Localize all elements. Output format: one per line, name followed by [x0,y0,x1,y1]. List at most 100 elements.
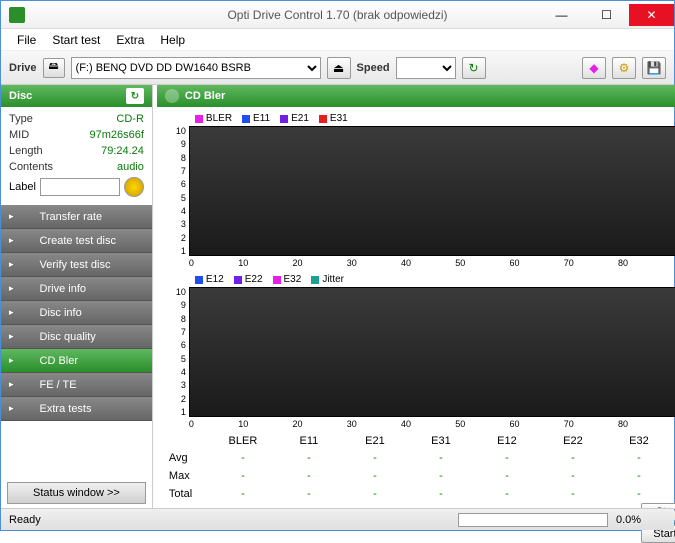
stats-cell: - [225,452,261,464]
stats-header: E32 [621,435,657,447]
disc-length-value: 79:24.24 [101,145,144,157]
stats-total-label: Total [165,488,225,500]
stats-cell: - [555,452,591,464]
nav-item-verify-test-disc[interactable]: ▸Verify test disc [1,253,152,277]
maximize-button[interactable]: ☐ [584,4,629,26]
nav-item-drive-info[interactable]: ▸Drive info [1,277,152,301]
progress-percent: 0.0% [616,514,666,526]
minimize-button[interactable]: — [539,4,584,26]
chart-top-plot [189,126,675,256]
drive-select[interactable]: (F:) BENQ DVD DD DW1640 BSRB [71,57,321,79]
stats-cell: - [621,452,657,464]
speed-label: Speed [357,62,390,74]
chart-top: BLERE11E21E31 10987654321 48403224168 01… [165,111,675,268]
stats-cell: - [489,452,525,464]
stats-cell: - [489,470,525,482]
nav: ▸Transfer rate▸Create test disc▸Verify t… [1,205,152,478]
stats-cell: - [423,470,459,482]
stats-cell: - [357,470,393,482]
settings-button[interactable]: ⚙ [612,57,636,79]
stats-cell: - [555,470,591,482]
chart-bottom-plot [189,287,675,417]
nav-item-extra-tests[interactable]: ▸Extra tests [1,397,152,421]
nav-item-disc-quality[interactable]: ▸Disc quality [1,325,152,349]
stats-cell: - [555,488,591,500]
stats-table: BLERE11E21E31E12E22E32Jitter Avg--------… [165,435,675,503]
disc-length-label: Length [9,145,43,157]
stats-header: E21 [357,435,393,447]
stats-cell: - [291,488,327,500]
disc-info: TypeCD-R MID97m26s66f Length79:24.24 Con… [1,107,152,201]
disc-type-label: Type [9,113,33,125]
drive-label: Drive [9,62,37,74]
stats-header: E11 [291,435,327,447]
nav-item-create-test-disc[interactable]: ▸Create test disc [1,229,152,253]
legend-item: E21 [280,113,309,124]
main-header: CD Bler [157,85,675,107]
stats-cell: - [423,488,459,500]
sidebar: Disc ↻ TypeCD-R MID97m26s66f Length79:24… [1,85,153,508]
disc-panel-header: Disc ↻ [1,85,152,107]
stats-max-label: Max [165,470,225,482]
toolbar: Drive 🖴 (F:) BENQ DVD DD DW1640 BSRB ⏏ S… [1,51,674,85]
stats-cell: - [357,488,393,500]
stats-avg-label: Avg [165,452,225,464]
disc-type-value: CD-R [116,113,144,125]
stats-header: E31 [423,435,459,447]
legend-item: E22 [234,274,263,285]
legend-item: BLER [195,113,232,124]
eject-button[interactable]: ⏏ [327,57,351,79]
disc-header-label: Disc [9,90,32,102]
refresh-speed-button[interactable]: ↻ [462,57,486,79]
menu-extra[interactable]: Extra [108,33,152,47]
stats-cell: - [291,470,327,482]
disc-label-input[interactable] [40,178,120,196]
nav-item-disc-info[interactable]: ▸Disc info [1,301,152,325]
disc-contents-label: Contents [9,161,53,173]
nav-item-transfer-rate[interactable]: ▸Transfer rate [1,205,152,229]
legend-item: E12 [195,274,224,285]
main-title: CD Bler [185,90,225,102]
statusbar: Ready 0.0% [1,508,674,530]
disc-mid-label: MID [9,129,29,141]
legend-item: E31 [319,113,348,124]
chart-bottom: E12E22E32Jitter 10987654321 010203040506… [165,272,675,429]
stats-cell: - [423,452,459,464]
menu-start-test[interactable]: Start test [44,33,108,47]
disc-label-label: Label [9,181,36,193]
legend-item: E11 [242,113,270,124]
stats-cell: - [225,470,261,482]
erase-button[interactable]: ◆ [582,57,606,79]
stats-cell: - [225,488,261,500]
legend-item: Jitter [311,274,344,285]
stats-cell: - [291,452,327,464]
window-controls: — ☐ ✕ [539,4,674,26]
write-label-button[interactable] [124,177,144,197]
stats-cell: - [357,452,393,464]
nav-item-cd-bler[interactable]: ▸CD Bler [1,349,152,373]
disc-contents-value: audio [117,161,144,173]
legend-item: E32 [273,274,302,285]
stats-cell: - [489,488,525,500]
progress-bar [458,513,608,527]
drive-icon: 🖴 [43,58,65,78]
close-button[interactable]: ✕ [629,4,674,26]
titlebar: Opti Drive Control 1.70 (brak odpowiedzi… [1,1,674,29]
stats-cell: - [621,488,657,500]
speed-select[interactable] [396,57,456,79]
window-title: Opti Drive Control 1.70 (brak odpowiedzi… [227,8,447,22]
menu-help[interactable]: Help [152,33,193,47]
stats-header: BLER [225,435,261,447]
main-panel: CD Bler BLERE11E21E31 10987654321 484032… [153,85,675,508]
app-icon [9,7,25,23]
menubar: File Start test Extra Help [1,29,674,51]
stats-header: E12 [489,435,525,447]
nav-item-fe-te[interactable]: ▸FE / TE [1,373,152,397]
refresh-disc-button[interactable]: ↻ [126,88,144,104]
menu-file[interactable]: File [9,33,44,47]
save-button[interactable]: 💾 [642,57,666,79]
stats-cell: - [621,470,657,482]
stats-header: E22 [555,435,591,447]
status-window-toggle[interactable]: Status window >> [7,482,146,504]
cd-bler-icon [165,89,179,103]
